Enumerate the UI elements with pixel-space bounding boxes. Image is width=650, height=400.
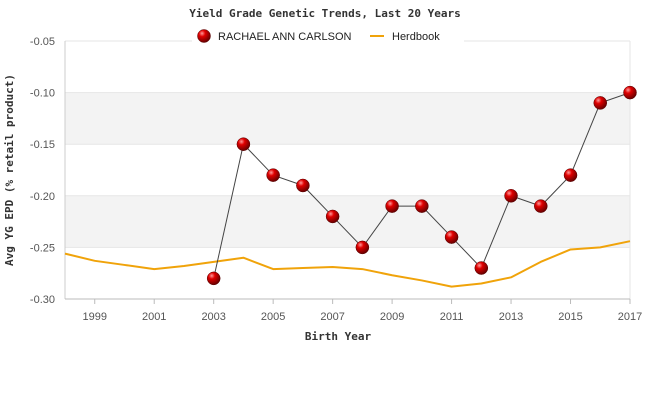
data-point-carlson[interactable] — [504, 189, 518, 203]
legend: RACHAEL ANN CARLSON Herdbook — [192, 27, 464, 45]
x-axis-title: Birth Year — [305, 330, 372, 343]
data-point-carlson[interactable] — [534, 199, 548, 213]
series-line-herdbook — [64, 240, 631, 288]
x-tick-label: 2005 — [261, 311, 285, 323]
data-point-carlson[interactable] — [385, 199, 399, 213]
data-point-carlson[interactable] — [563, 168, 578, 182]
data-point-carlson[interactable] — [296, 178, 310, 193]
x-tick-label: 2007 — [320, 311, 344, 323]
x-tick-label: 2003 — [201, 311, 225, 323]
data-point-carlson[interactable] — [266, 168, 280, 182]
data-point-carlson[interactable] — [355, 240, 370, 255]
grid-band — [65, 144, 630, 196]
data-point-carlson[interactable] — [236, 137, 251, 151]
y-tick-label: -0.30 — [30, 294, 55, 306]
x-tick-label: 2015 — [558, 311, 582, 323]
x-tick-label: 1999 — [82, 311, 106, 323]
data-point-carlson[interactable] — [325, 209, 340, 224]
y-tick-label: -0.25 — [30, 242, 55, 254]
legend-label-herdbook[interactable]: Herdbook — [392, 31, 440, 43]
grid-band — [65, 41, 630, 93]
y-tick-label: -0.15 — [30, 139, 55, 151]
data-point-carlson[interactable] — [206, 271, 221, 286]
x-axis-ticks: 1999 2001 2003 2005 2007 2009 2011 2013 2015 2017 — [82, 299, 642, 323]
series-layer — [64, 85, 637, 288]
grid-band — [65, 92, 630, 145]
x-tick-label: 2017 — [618, 311, 642, 323]
data-point-carlson[interactable] — [474, 261, 489, 275]
data-point-carlson[interactable] — [444, 230, 459, 244]
data-point-carlson[interactable] — [415, 199, 429, 213]
x-tick-label: 2013 — [499, 311, 523, 323]
data-point-carlson[interactable] — [593, 96, 608, 110]
y-tick-label: -0.20 — [30, 191, 55, 203]
y-tick-label: -0.10 — [30, 88, 55, 100]
y-axis-title: Avg YG EPD (% retail product) — [3, 74, 16, 266]
legend-marker-carlson[interactable] — [197, 29, 211, 43]
data-point-carlson[interactable] — [623, 85, 637, 100]
x-tick-label: 2011 — [440, 311, 464, 323]
y-tick-label: -0.05 — [30, 36, 55, 48]
legend-label-carlson[interactable]: RACHAEL ANN CARLSON — [218, 31, 352, 43]
y-axis-ticks: -0.05 -0.10 -0.15 -0.20 -0.25 -0.30 — [30, 36, 55, 306]
chart-title: Yield Grade Genetic Trends, Last 20 Year… — [189, 7, 461, 20]
grid-band — [65, 247, 630, 299]
legend-background — [192, 27, 464, 45]
x-tick-label: 2009 — [380, 311, 404, 323]
x-tick-label: 2001 — [142, 311, 166, 323]
